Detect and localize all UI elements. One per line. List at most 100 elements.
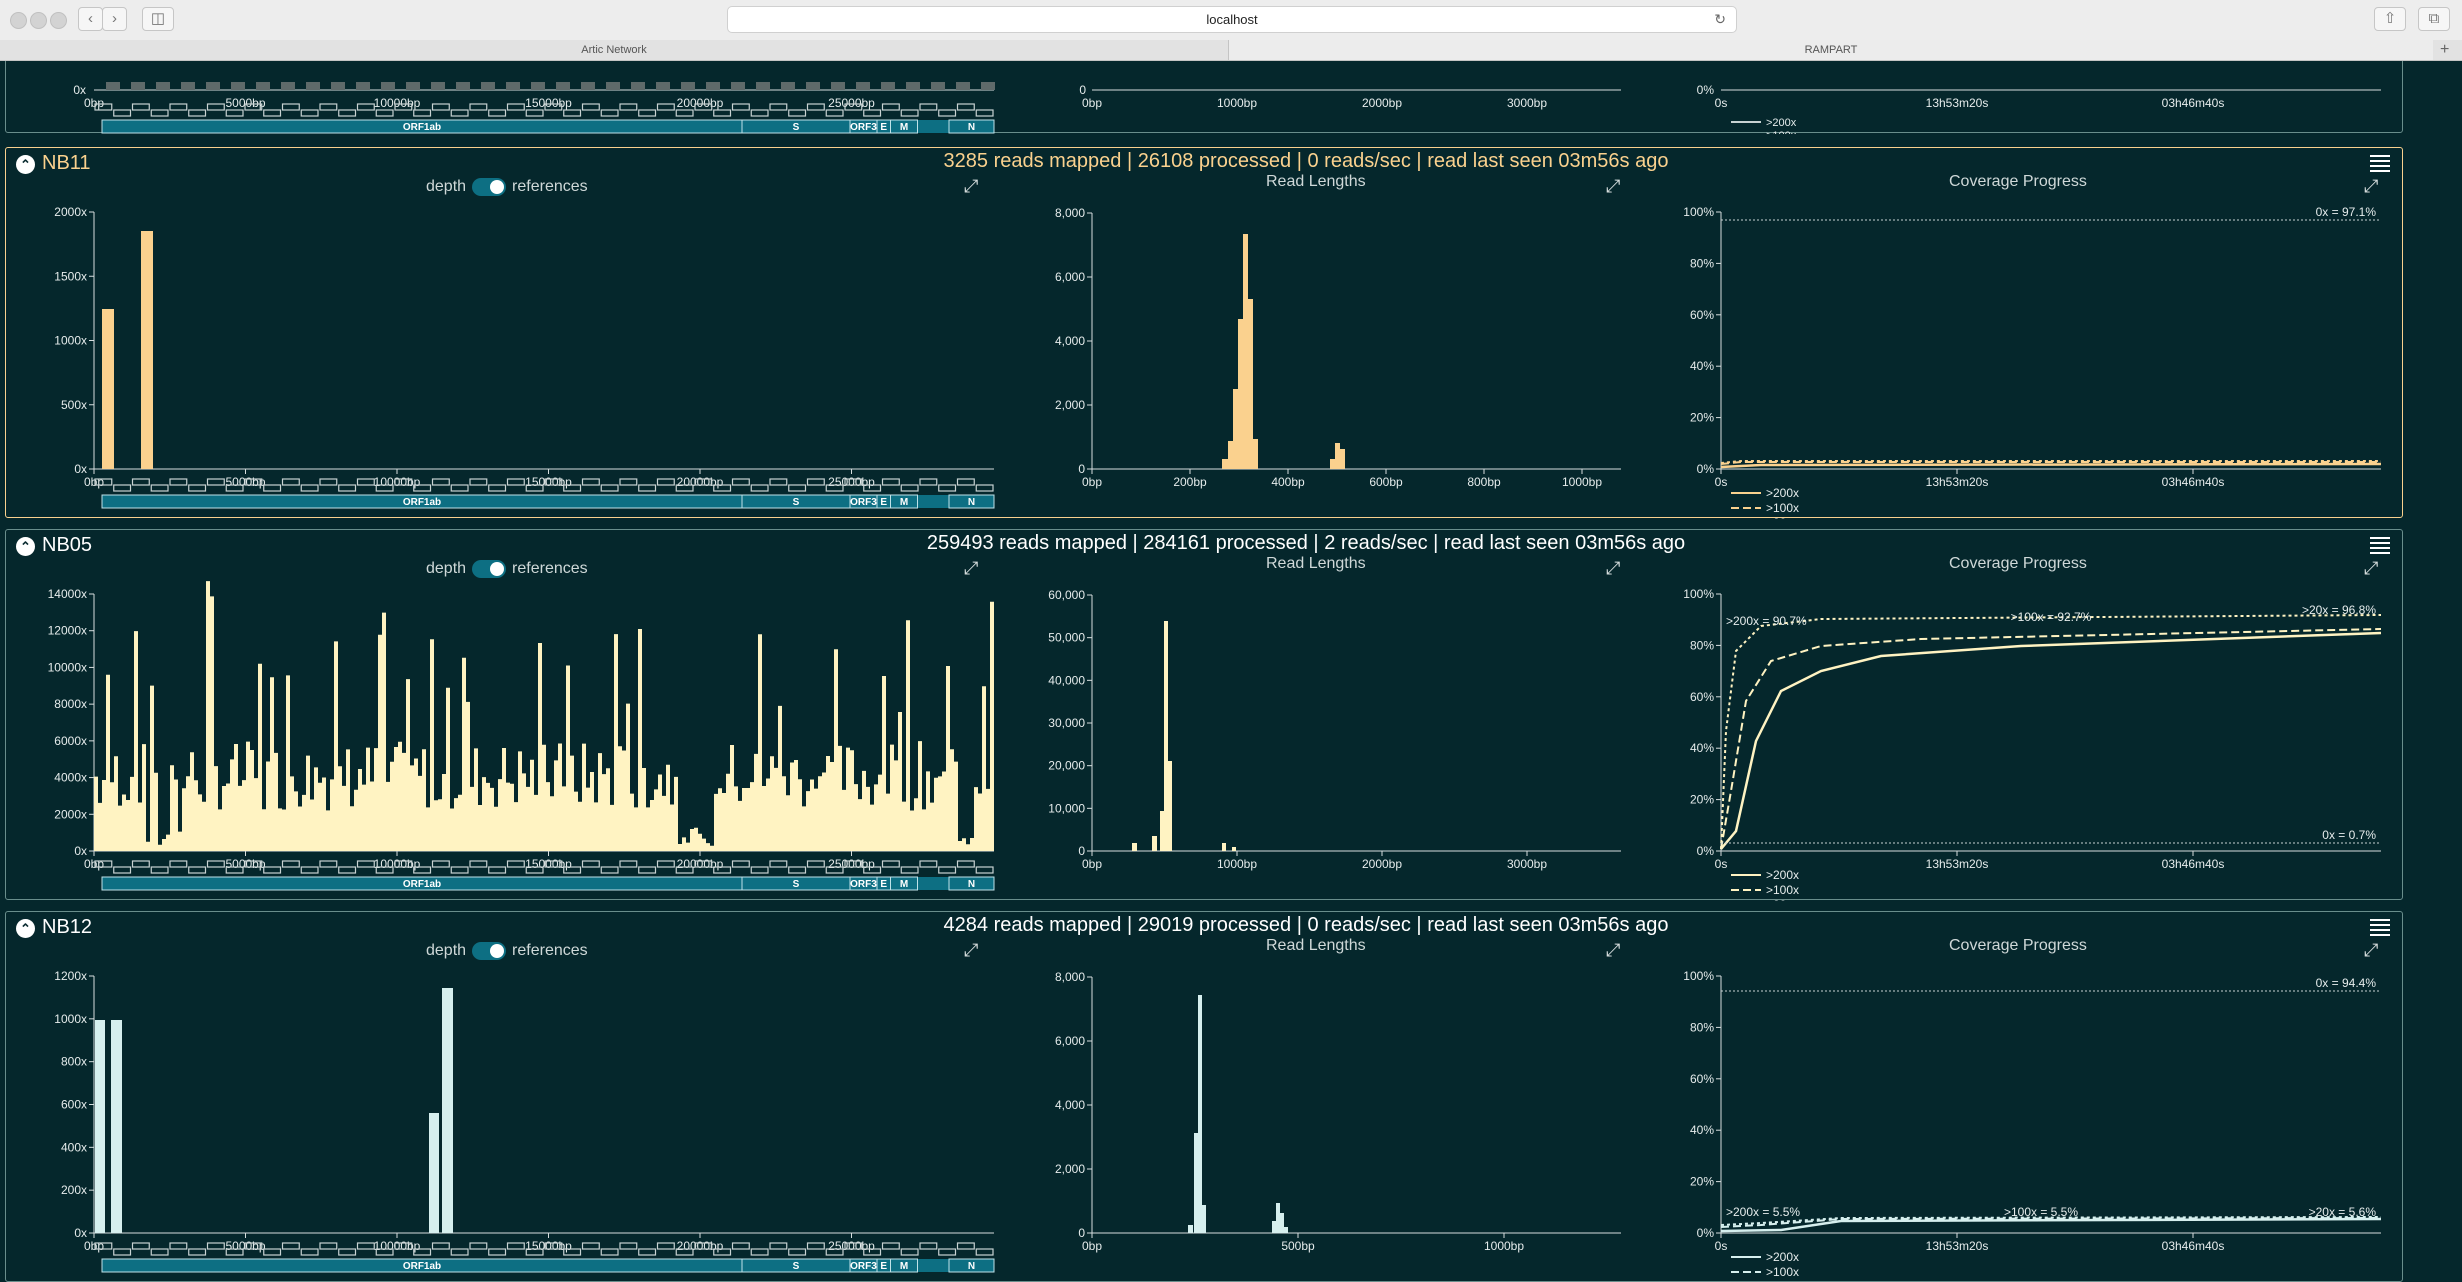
- y-tick-label: 0%: [1697, 1226, 1715, 1240]
- toggle-switch[interactable]: [472, 178, 507, 196]
- expand-progress-icon[interactable]: ⤢: [2364, 176, 2379, 196]
- amplicon-tile: [506, 103, 525, 111]
- reload-icon[interactable]: ↻: [1714, 11, 1726, 27]
- x-tick-label: 0s: [1715, 96, 1728, 110]
- tab-artic-network[interactable]: Artic Network: [0, 40, 1229, 60]
- amplicon-tile: [600, 1248, 619, 1256]
- show-tabs-button[interactable]: ⧉: [2418, 7, 2450, 31]
- depth-label: depth: [426, 178, 467, 196]
- amplicon-tile: [244, 1242, 263, 1250]
- coverage-bar: [95, 1020, 105, 1233]
- read-length-bar: [1222, 459, 1228, 469]
- read-length-bar: [1243, 234, 1248, 469]
- amplicon-tile: [844, 103, 863, 111]
- references-label: references: [512, 560, 588, 578]
- amplicon-tile: [581, 103, 600, 111]
- amplicon-tile: [488, 866, 507, 874]
- amplicon-tile: [563, 484, 582, 492]
- y-tick-label: 4,000: [1055, 334, 1085, 348]
- expand-coverage-icon[interactable]: ⤢: [964, 558, 979, 578]
- expand-coverage-icon[interactable]: ⤢: [964, 176, 979, 196]
- amplicon-tile: [488, 484, 507, 492]
- y-tick-label: 1200x: [54, 969, 87, 983]
- menu-icon[interactable]: [2370, 152, 2390, 175]
- amplicon-tile: [544, 103, 563, 111]
- legend-label: >200x: [1766, 1250, 1799, 1264]
- coverage-bar: [481, 82, 495, 90]
- x-tick-label: 15000bp: [525, 96, 572, 110]
- read-summary: 4284 reads mapped | 29019 processed | 0 …: [943, 914, 1669, 936]
- gene-bar: [102, 495, 994, 508]
- new-tab-icon[interactable]: +: [2440, 41, 2450, 58]
- forward-button[interactable]: ›: [102, 7, 127, 31]
- minimize-window-icon[interactable]: [30, 12, 47, 29]
- share-button[interactable]: ⇧: [2374, 7, 2406, 31]
- tab-rampart[interactable]: RAMPART: [1229, 40, 2433, 60]
- amplicon-tile: [619, 860, 638, 868]
- expand-readlengths-icon[interactable]: ⤢: [1606, 176, 1621, 196]
- expand-readlengths-icon[interactable]: ⤢: [1606, 940, 1621, 960]
- expand-progress-icon[interactable]: ⤢: [2364, 558, 2379, 578]
- toggle-switch[interactable]: [472, 942, 507, 960]
- gene-bar: [102, 1259, 994, 1272]
- progress-line: [1720, 462, 2382, 469]
- gene-label: ORF1ab: [403, 122, 441, 133]
- legend-label: >200x: [1766, 117, 1797, 129]
- toggle-switch[interactable]: [472, 560, 507, 578]
- y-tick-label: 1500x: [54, 269, 87, 283]
- coverage-bar: [856, 82, 870, 90]
- progress-line: [1720, 1216, 2382, 1226]
- coverage-progress-title: Coverage Progress: [1949, 937, 2087, 954]
- menu-icon[interactable]: [2370, 534, 2390, 557]
- read-length-chart: 0 2,000 4,000 6,000 8,000 0bp 500bp 1000bp: [1055, 970, 1621, 1253]
- sidebar-toggle-button[interactable]: ◫: [142, 7, 174, 31]
- close-window-icon[interactable]: [10, 12, 27, 29]
- zoom-window-icon[interactable]: [50, 12, 67, 29]
- coverage-bar: [606, 82, 620, 90]
- address-bar[interactable]: localhost ↻: [727, 6, 1737, 33]
- coverage-bar: [956, 82, 970, 90]
- x-tick-label: 0s: [1715, 857, 1728, 871]
- expand-coverage-icon[interactable]: ⤢: [964, 940, 979, 960]
- amplicon-tile: [938, 1248, 957, 1256]
- amplicon-tile: [375, 109, 394, 117]
- x-tick-label: 20000bp: [677, 475, 724, 489]
- read-summary: 3285 reads mapped | 26108 processed | 0 …: [943, 150, 1669, 172]
- amplicon-tile: [244, 860, 263, 868]
- coverage-bar: [406, 82, 420, 90]
- amplicon-tile: [113, 1248, 132, 1256]
- y-tick-label: 500x: [61, 398, 87, 412]
- read-length-bar: [1198, 995, 1202, 1233]
- back-button[interactable]: ‹: [78, 7, 103, 31]
- coverage-progress-title: Coverage Progress: [1949, 555, 2087, 572]
- amplicon-tile: [619, 478, 638, 486]
- expand-progress-icon[interactable]: ⤢: [2364, 940, 2379, 960]
- y-tick-label: 0: [1078, 844, 1085, 858]
- amplicon-tile: [506, 860, 525, 868]
- collapse-chevron-icon[interactable]: ⌃: [16, 155, 35, 174]
- collapse-chevron-icon[interactable]: ⌃: [16, 919, 35, 938]
- panel-nb05: ⌃ NB05 259493 reads mapped | 284161 proc…: [5, 529, 2403, 901]
- amplicon-tile: [450, 484, 469, 492]
- amplicon-tile: [938, 866, 957, 874]
- read-length-bar: [1202, 1205, 1206, 1233]
- coverage-bar: [306, 82, 320, 90]
- amplicon-tile: [394, 1242, 413, 1250]
- gene-label: M: [900, 497, 908, 508]
- expand-readlengths-icon[interactable]: ⤢: [1606, 558, 1621, 578]
- amplicon-tile: [94, 860, 113, 868]
- url-text: localhost: [1206, 12, 1258, 27]
- amplicon-tile: [206, 103, 225, 111]
- menu-icon[interactable]: [2370, 916, 2390, 939]
- amplicon-tile: [750, 109, 769, 117]
- amplicon-tile: [113, 866, 132, 874]
- collapse-chevron-icon[interactable]: ⌃: [16, 537, 35, 556]
- panel-nb12: ⌃ NB12 4284 reads mapped | 29019 process…: [5, 911, 2403, 1282]
- gene-label: M: [900, 879, 908, 890]
- amplicon-tile: [244, 478, 263, 486]
- amplicon-tile: [319, 103, 338, 111]
- amplicon-tile: [263, 1248, 282, 1256]
- x-tick-label: 15000bp: [525, 857, 572, 871]
- y-tick-label: 8,000: [1055, 970, 1085, 984]
- amplicon-tile: [431, 860, 450, 868]
